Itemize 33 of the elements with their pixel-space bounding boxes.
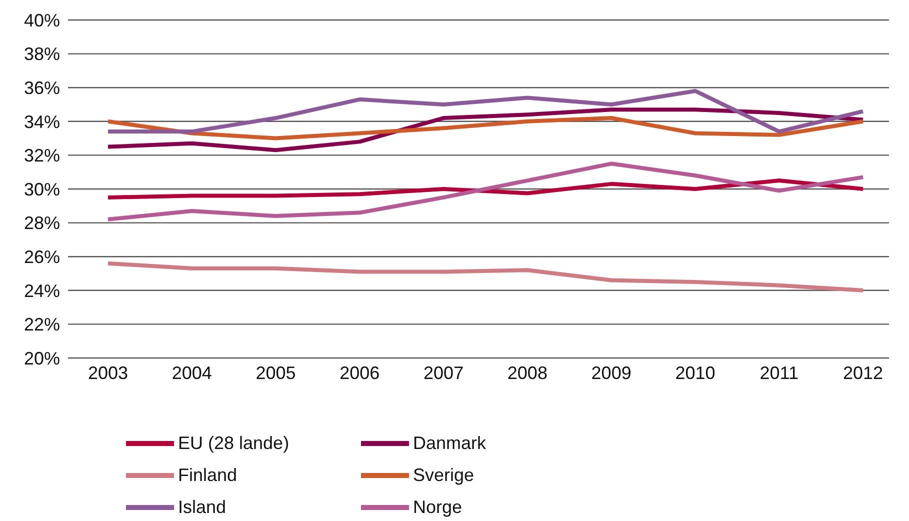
x-tick-label: 2009 (591, 362, 632, 383)
y-tick-label: 32% (24, 146, 60, 166)
line-series (106, 116, 865, 140)
legend-label: Norge (413, 496, 462, 518)
line-series (106, 261, 865, 292)
x-tick-label: 2008 (507, 362, 548, 383)
x-tick-label: 2004 (172, 362, 212, 383)
line-series (106, 162, 865, 222)
x-tick-label: 2006 (340, 362, 380, 383)
line-series (106, 88, 865, 134)
y-tick-label: 40% (24, 10, 60, 30)
legend-label: Island (178, 496, 226, 518)
line-series (106, 178, 865, 200)
y-tick-label: 22% (24, 314, 60, 335)
x-tick-label: 2003 (88, 362, 128, 383)
y-tick-label: 38% (24, 44, 60, 64)
x-tick-label: 2010 (675, 362, 716, 383)
y-tick-label: 34% (24, 112, 60, 132)
line-series (106, 108, 865, 152)
legend-label: Danmark (413, 432, 486, 454)
y-tick-label: 26% (24, 246, 60, 267)
x-tick-label: 2005 (256, 362, 296, 383)
y-tick-label: 24% (24, 280, 60, 301)
x-tick-label: 2012 (842, 362, 884, 383)
legend-label: EU (28 lande) (178, 432, 290, 454)
y-tick-label: 20% (24, 348, 60, 368)
x-tick-label: 2011 (760, 362, 798, 383)
y-tick-label: 28% (24, 213, 60, 234)
legend-label: Sverige (413, 464, 474, 486)
x-tick-label: 2007 (424, 362, 464, 383)
y-tick-label: 30% (24, 179, 60, 200)
legend-label: Finland (178, 464, 238, 486)
y-tick-label: 36% (24, 78, 60, 98)
